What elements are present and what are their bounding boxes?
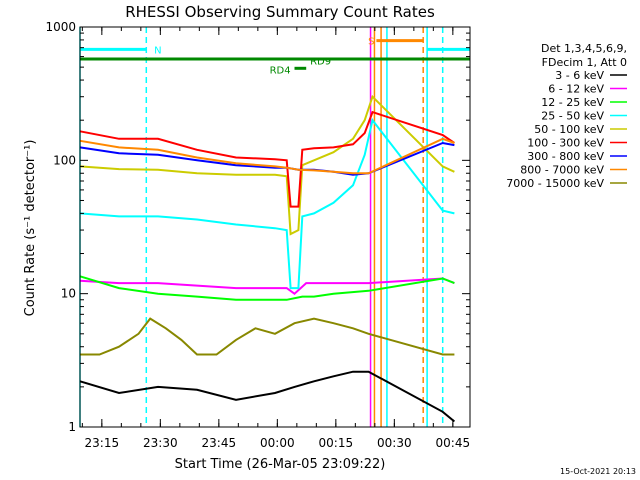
chart-title: RHESSI Observing Summary Count Rates <box>125 3 435 21</box>
legend-entry-label-4: 50 - 100 keV <box>534 123 604 136</box>
x-axis-label: Start Time (26-Mar-05 23:09:22) <box>175 457 386 472</box>
legend-entry-label-0: 3 - 6 keV <box>555 69 604 82</box>
legend-entry-label-5: 100 - 300 keV <box>527 137 604 150</box>
legend-entry-label-8: 7000 - 15000 keV <box>506 177 604 190</box>
x-tick-label-0: 23:15 <box>85 436 120 450</box>
legend-header-line-0: Det 1,3,4,5,6,9, <box>541 42 627 55</box>
series-line-4 <box>79 94 455 236</box>
footer-date: 15-Oct-2021 20:13 <box>560 467 636 476</box>
x-tick-label-1: 23:30 <box>143 436 178 450</box>
legend-header-line-1: FDecim 1, Att 0 <box>542 56 627 69</box>
y-tick-label-0: 1 <box>68 420 76 434</box>
flag-label-n: N <box>154 45 161 56</box>
legend-entry-label-3: 25 - 50 keV <box>541 110 604 123</box>
flag-label-s: S <box>368 37 374 48</box>
flag-label-rd9: RD9 <box>310 56 331 67</box>
series-line-2 <box>79 275 455 301</box>
y-axis-label: Count Rate (s⁻¹ detector⁻¹) <box>23 140 38 317</box>
x-tick-label-3: 00:00 <box>260 436 295 450</box>
series-line-1 <box>79 277 455 295</box>
plot-frame <box>79 26 471 428</box>
legend-entry-label-2: 12 - 25 keV <box>541 96 604 109</box>
y-tick-label-2: 100 <box>53 153 76 167</box>
y-tick-label-3: 1000 <box>45 20 76 34</box>
legend-entry-label-6: 300 - 800 keV <box>527 150 604 163</box>
x-tick-label-6: 00:45 <box>436 436 471 450</box>
y-tick-label-1: 10 <box>61 287 76 301</box>
series-line-8 <box>80 317 455 356</box>
legend-entry-label-7: 800 - 7000 keV <box>520 164 604 177</box>
x-tick-label-4: 00:15 <box>319 436 354 450</box>
series-line-3 <box>79 117 455 290</box>
x-tick-label-2: 23:45 <box>202 436 237 450</box>
flag-label-rd4: RD4 <box>270 66 291 77</box>
series-line-0 <box>79 370 456 423</box>
x-tick-label-5: 00:30 <box>377 436 412 450</box>
legend-entry-label-1: 6 - 12 keV <box>548 83 604 96</box>
series-line-5 <box>79 110 455 208</box>
series-line-7 <box>79 137 455 175</box>
